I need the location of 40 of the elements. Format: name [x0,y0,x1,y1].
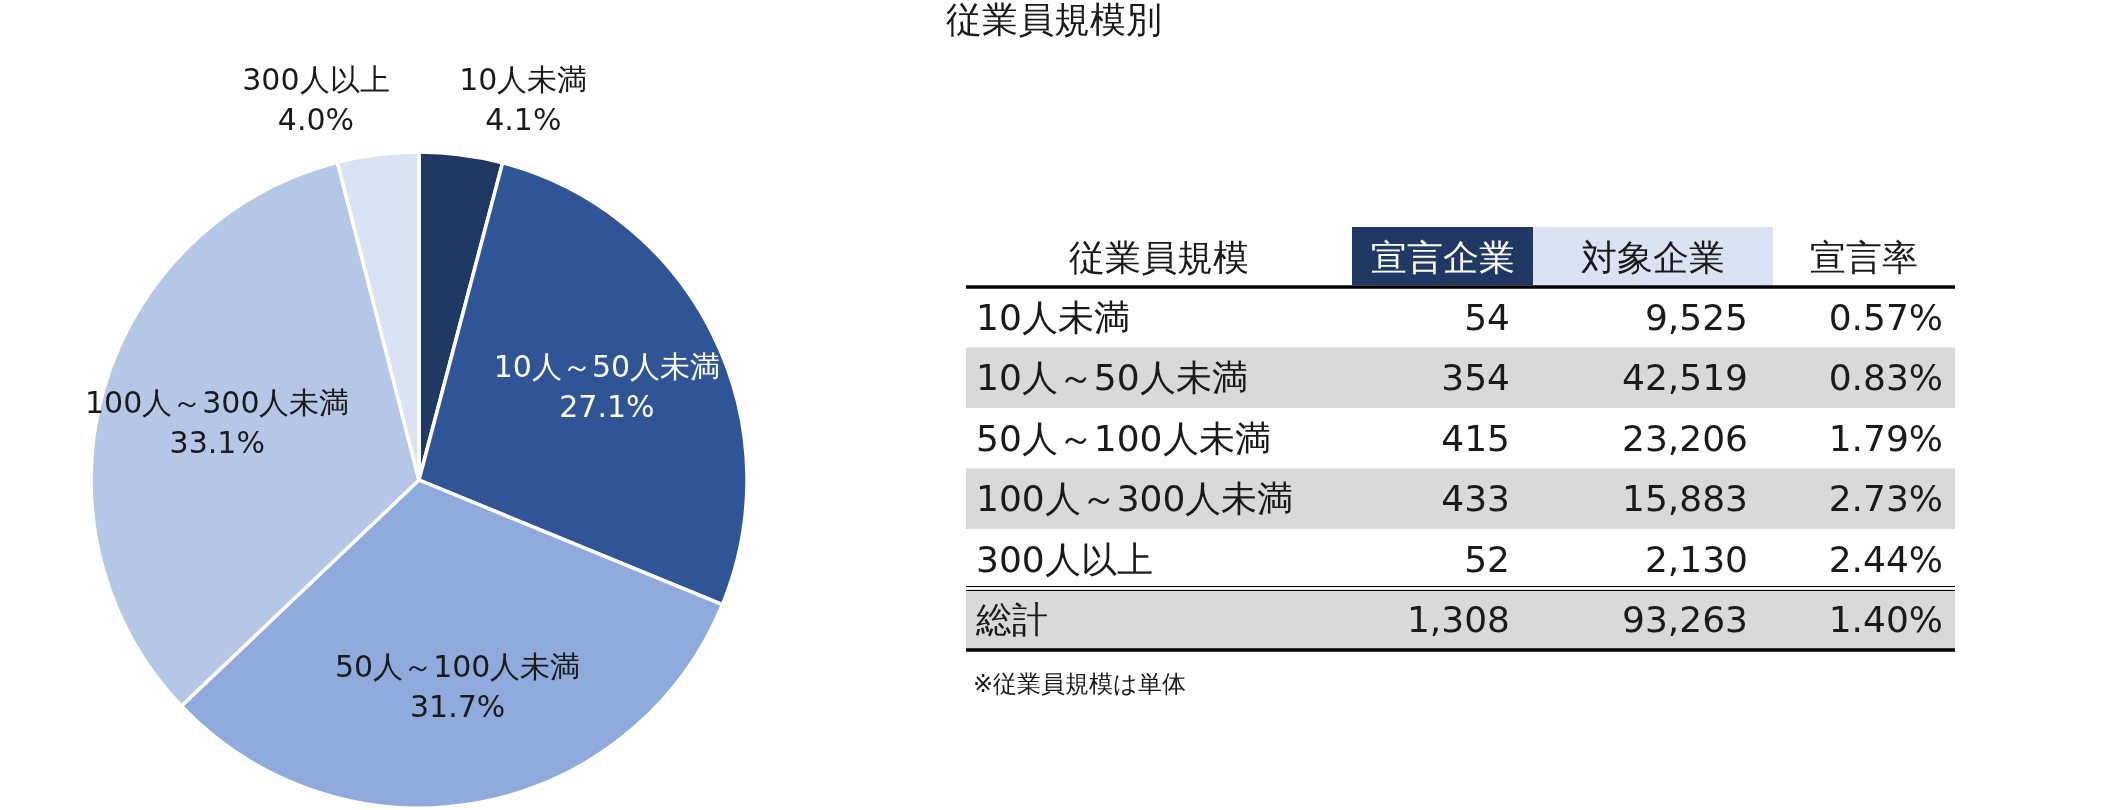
text: 対象企業 [1581,236,1725,278]
data-label: 415 [1441,417,1510,459]
data-label: 1.79% [1828,417,1943,459]
data-label: 9,525 [1644,296,1748,338]
data-label: 354 [1441,357,1510,399]
data-label: 1,308 [1406,599,1510,641]
category-label: 10人未満 [976,296,1130,338]
data-label: 4.0% [277,101,355,137]
data-label: 31.7% [410,688,506,724]
slice-label: 10人～50人未満 [493,348,721,384]
category-label: 総計 [975,599,1048,641]
data-label: 433 [1441,478,1510,520]
data-label: 2.44% [1828,538,1943,580]
category-label: 300人以上 [976,538,1153,580]
text: ※従業員規模は単体 [973,670,1187,698]
data-label: 54 [1464,296,1510,338]
slice-label: 300人以上 [242,61,390,97]
data-label: 33.1% [169,424,265,460]
text: 宣言率 [1810,236,1918,278]
slice-label: 50人～100人未満 [334,648,581,684]
text: 従業員規模 [1069,236,1249,278]
slice-label: 10人未満 [459,61,588,97]
data-label: 52 [1464,538,1510,580]
data-label: 2.73% [1828,478,1943,520]
data-label: 42,519 [1622,357,1748,399]
data-label: 0.83% [1828,357,1943,399]
series-label: 宣言企業 [1370,236,1515,278]
text: 従業員規模別 [946,0,1162,40]
data-label: 27.1% [559,388,655,424]
category-label: 10人～50人未満 [976,357,1248,399]
data-label: 1.40% [1828,599,1943,641]
data-label: 15,883 [1622,478,1748,520]
category-label: 50人～100人未満 [976,417,1271,459]
data-label: 4.1% [485,101,562,137]
category-label: 100人～300人未満 [976,478,1294,520]
data-label: 2,130 [1644,538,1748,580]
data-label: 0.57% [1828,296,1943,338]
data-label: 93,263 [1622,599,1748,641]
data-label: 23,206 [1622,417,1748,459]
slice-label: 100人～300人未満 [84,384,350,420]
